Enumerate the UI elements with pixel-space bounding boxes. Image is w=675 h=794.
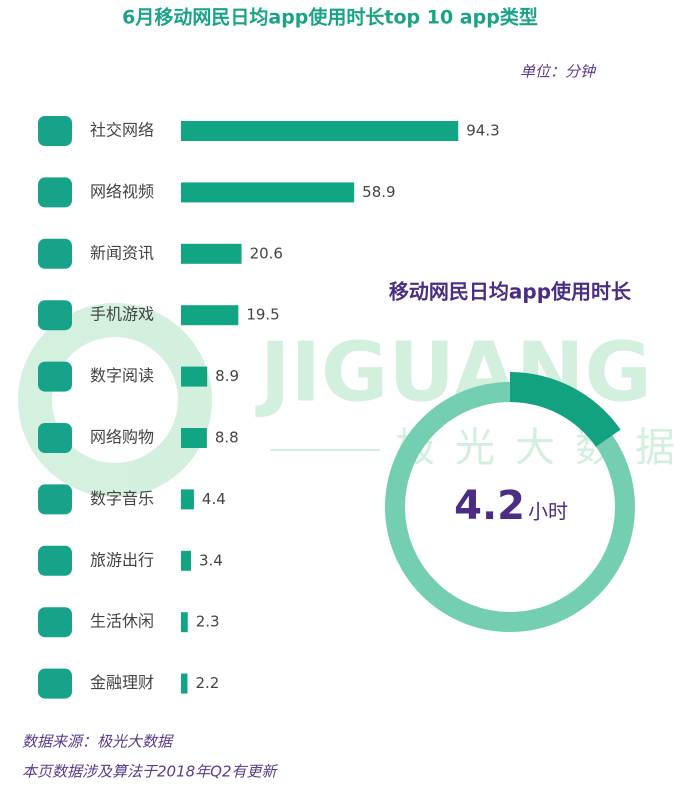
category-label: 网络视频 xyxy=(90,182,154,201)
bar xyxy=(181,612,188,633)
value-label: 58.9 xyxy=(362,183,395,201)
value-label: 2.2 xyxy=(195,674,219,692)
value-label: 94.3 xyxy=(466,122,499,140)
bar xyxy=(181,428,207,448)
summary-title: 移动网民日均app使用时长 xyxy=(389,280,632,304)
bar xyxy=(181,121,459,141)
source-note: 数据来源：极光大数据 xyxy=(22,733,174,751)
bar xyxy=(181,182,355,203)
category-label: 网络购物 xyxy=(90,428,154,447)
donut-highlight xyxy=(510,372,621,447)
category-icon xyxy=(38,116,72,146)
value-label: 20.6 xyxy=(250,244,283,262)
value-label: 8.9 xyxy=(215,367,239,385)
category-icon xyxy=(38,545,72,576)
watermark-name: 极光大数据 xyxy=(395,425,675,471)
summary-value: 4.2 xyxy=(454,483,525,529)
category-icon xyxy=(38,177,72,208)
category-label: 数字音乐 xyxy=(90,489,154,508)
value-label: 4.4 xyxy=(202,490,226,508)
value-label: 8.8 xyxy=(215,429,239,447)
bar xyxy=(181,305,239,326)
value-label: 2.3 xyxy=(196,613,220,631)
category-icon xyxy=(38,668,72,699)
category-icon xyxy=(38,484,72,515)
category-icon xyxy=(38,300,72,331)
category-label: 新闻资讯 xyxy=(90,243,154,262)
category-icon xyxy=(38,361,72,392)
unit-label: 单位：分钟 xyxy=(520,63,597,81)
category-label: 社交网络 xyxy=(90,121,154,140)
bar xyxy=(181,366,208,387)
category-icon xyxy=(38,423,72,453)
bar xyxy=(181,489,194,510)
bar xyxy=(181,673,188,694)
summary-unit: 小时 xyxy=(528,500,568,524)
category-label: 旅游出行 xyxy=(90,550,154,569)
category-label: 数字阅读 xyxy=(90,366,154,385)
category-icon xyxy=(38,607,72,638)
update-note: 本页数据涉及算法于2018年Q2有更新 xyxy=(22,763,279,781)
value-label: 3.4 xyxy=(199,551,223,569)
category-label: 手机游戏 xyxy=(90,305,154,324)
category-label: 生活休闲 xyxy=(90,612,154,631)
bar xyxy=(181,550,191,571)
value-label: 19.5 xyxy=(246,306,279,324)
chart-title: 6月移动网民日均app使用时长top 10 app类型 xyxy=(122,6,538,29)
bar xyxy=(181,243,242,264)
category-label: 金融理财 xyxy=(90,673,154,692)
watermark-logo xyxy=(18,303,212,497)
category-icon xyxy=(38,238,72,269)
